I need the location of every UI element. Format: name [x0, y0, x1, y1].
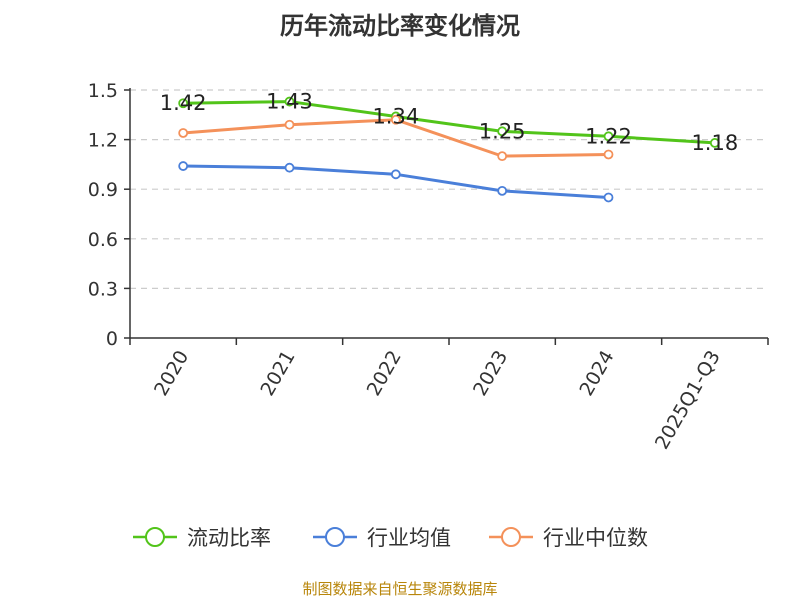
y-tick-label: 0.9 [88, 179, 118, 201]
data-point[interactable] [603, 131, 614, 142]
data-point[interactable] [603, 149, 614, 160]
data-label: 1.34 [372, 104, 419, 128]
data-point[interactable] [603, 192, 614, 203]
x-tick-label: 2025Q1-Q3 [651, 347, 725, 453]
legend-item-2[interactable]: 行业均值 [313, 526, 451, 550]
data-point[interactable] [390, 114, 401, 125]
y-tick-label: 1.2 [88, 130, 118, 152]
x-tick-label: 2021 [256, 347, 299, 400]
data-point[interactable] [178, 161, 189, 171]
data-point[interactable] [390, 169, 401, 180]
legend-marker [501, 527, 521, 547]
legend[interactable]: 流动比率 行业均值 行业中位数 [133, 526, 648, 550]
legend-label: 行业中位数 [543, 526, 648, 550]
label-layer: 1.42 1.43 1.34 1.25 1.22 1.18 [160, 90, 738, 155]
grid-layer [130, 89, 768, 289]
data-point[interactable] [497, 185, 508, 196]
data-label: 1.22 [585, 124, 632, 148]
legend-item-1[interactable]: 流动比率 [133, 526, 271, 550]
y-tick-label: 1.5 [88, 80, 118, 102]
data-label: 1.42 [160, 91, 207, 115]
series-line-1 [183, 100, 715, 145]
y-tick-label: 0.6 [88, 229, 118, 251]
legend-marker [325, 527, 345, 547]
data-label: 1.25 [479, 119, 526, 143]
x-tick-label: 2022 [363, 347, 406, 400]
data-label: 1.43 [266, 90, 313, 114]
data-point[interactable] [284, 162, 295, 173]
data-point[interactable] [497, 126, 508, 137]
data-point[interactable] [178, 98, 189, 109]
legend-label: 流动比率 [187, 526, 271, 550]
data-point[interactable] [709, 138, 720, 148]
y-tick-label: 0 [106, 328, 118, 350]
chart-title: 历年流动比率变化情况 [280, 12, 520, 40]
legend-item-3[interactable]: 行业中位数 [489, 526, 648, 550]
data-label: 1.18 [691, 131, 738, 155]
x-tick-label: 2020 [150, 347, 193, 400]
series-layer [178, 96, 720, 203]
data-source-note: 制图数据来自恒生聚源数据库 [302, 580, 498, 598]
data-point[interactable] [284, 119, 295, 130]
data-point[interactable] [284, 96, 295, 107]
x-tick-label: 2023 [469, 347, 512, 400]
x-tick-label: 2024 [575, 347, 618, 400]
axis-layer: 0 0.3 0.6 0.9 1.2 1.5 2020 2021 2022 2023 2024 2025… [88, 80, 769, 453]
legend-label: 行业均值 [367, 526, 451, 550]
legend-marker [145, 527, 165, 547]
data-point[interactable] [178, 128, 189, 138]
data-point[interactable] [497, 151, 508, 162]
y-tick-label: 0.3 [88, 278, 118, 300]
